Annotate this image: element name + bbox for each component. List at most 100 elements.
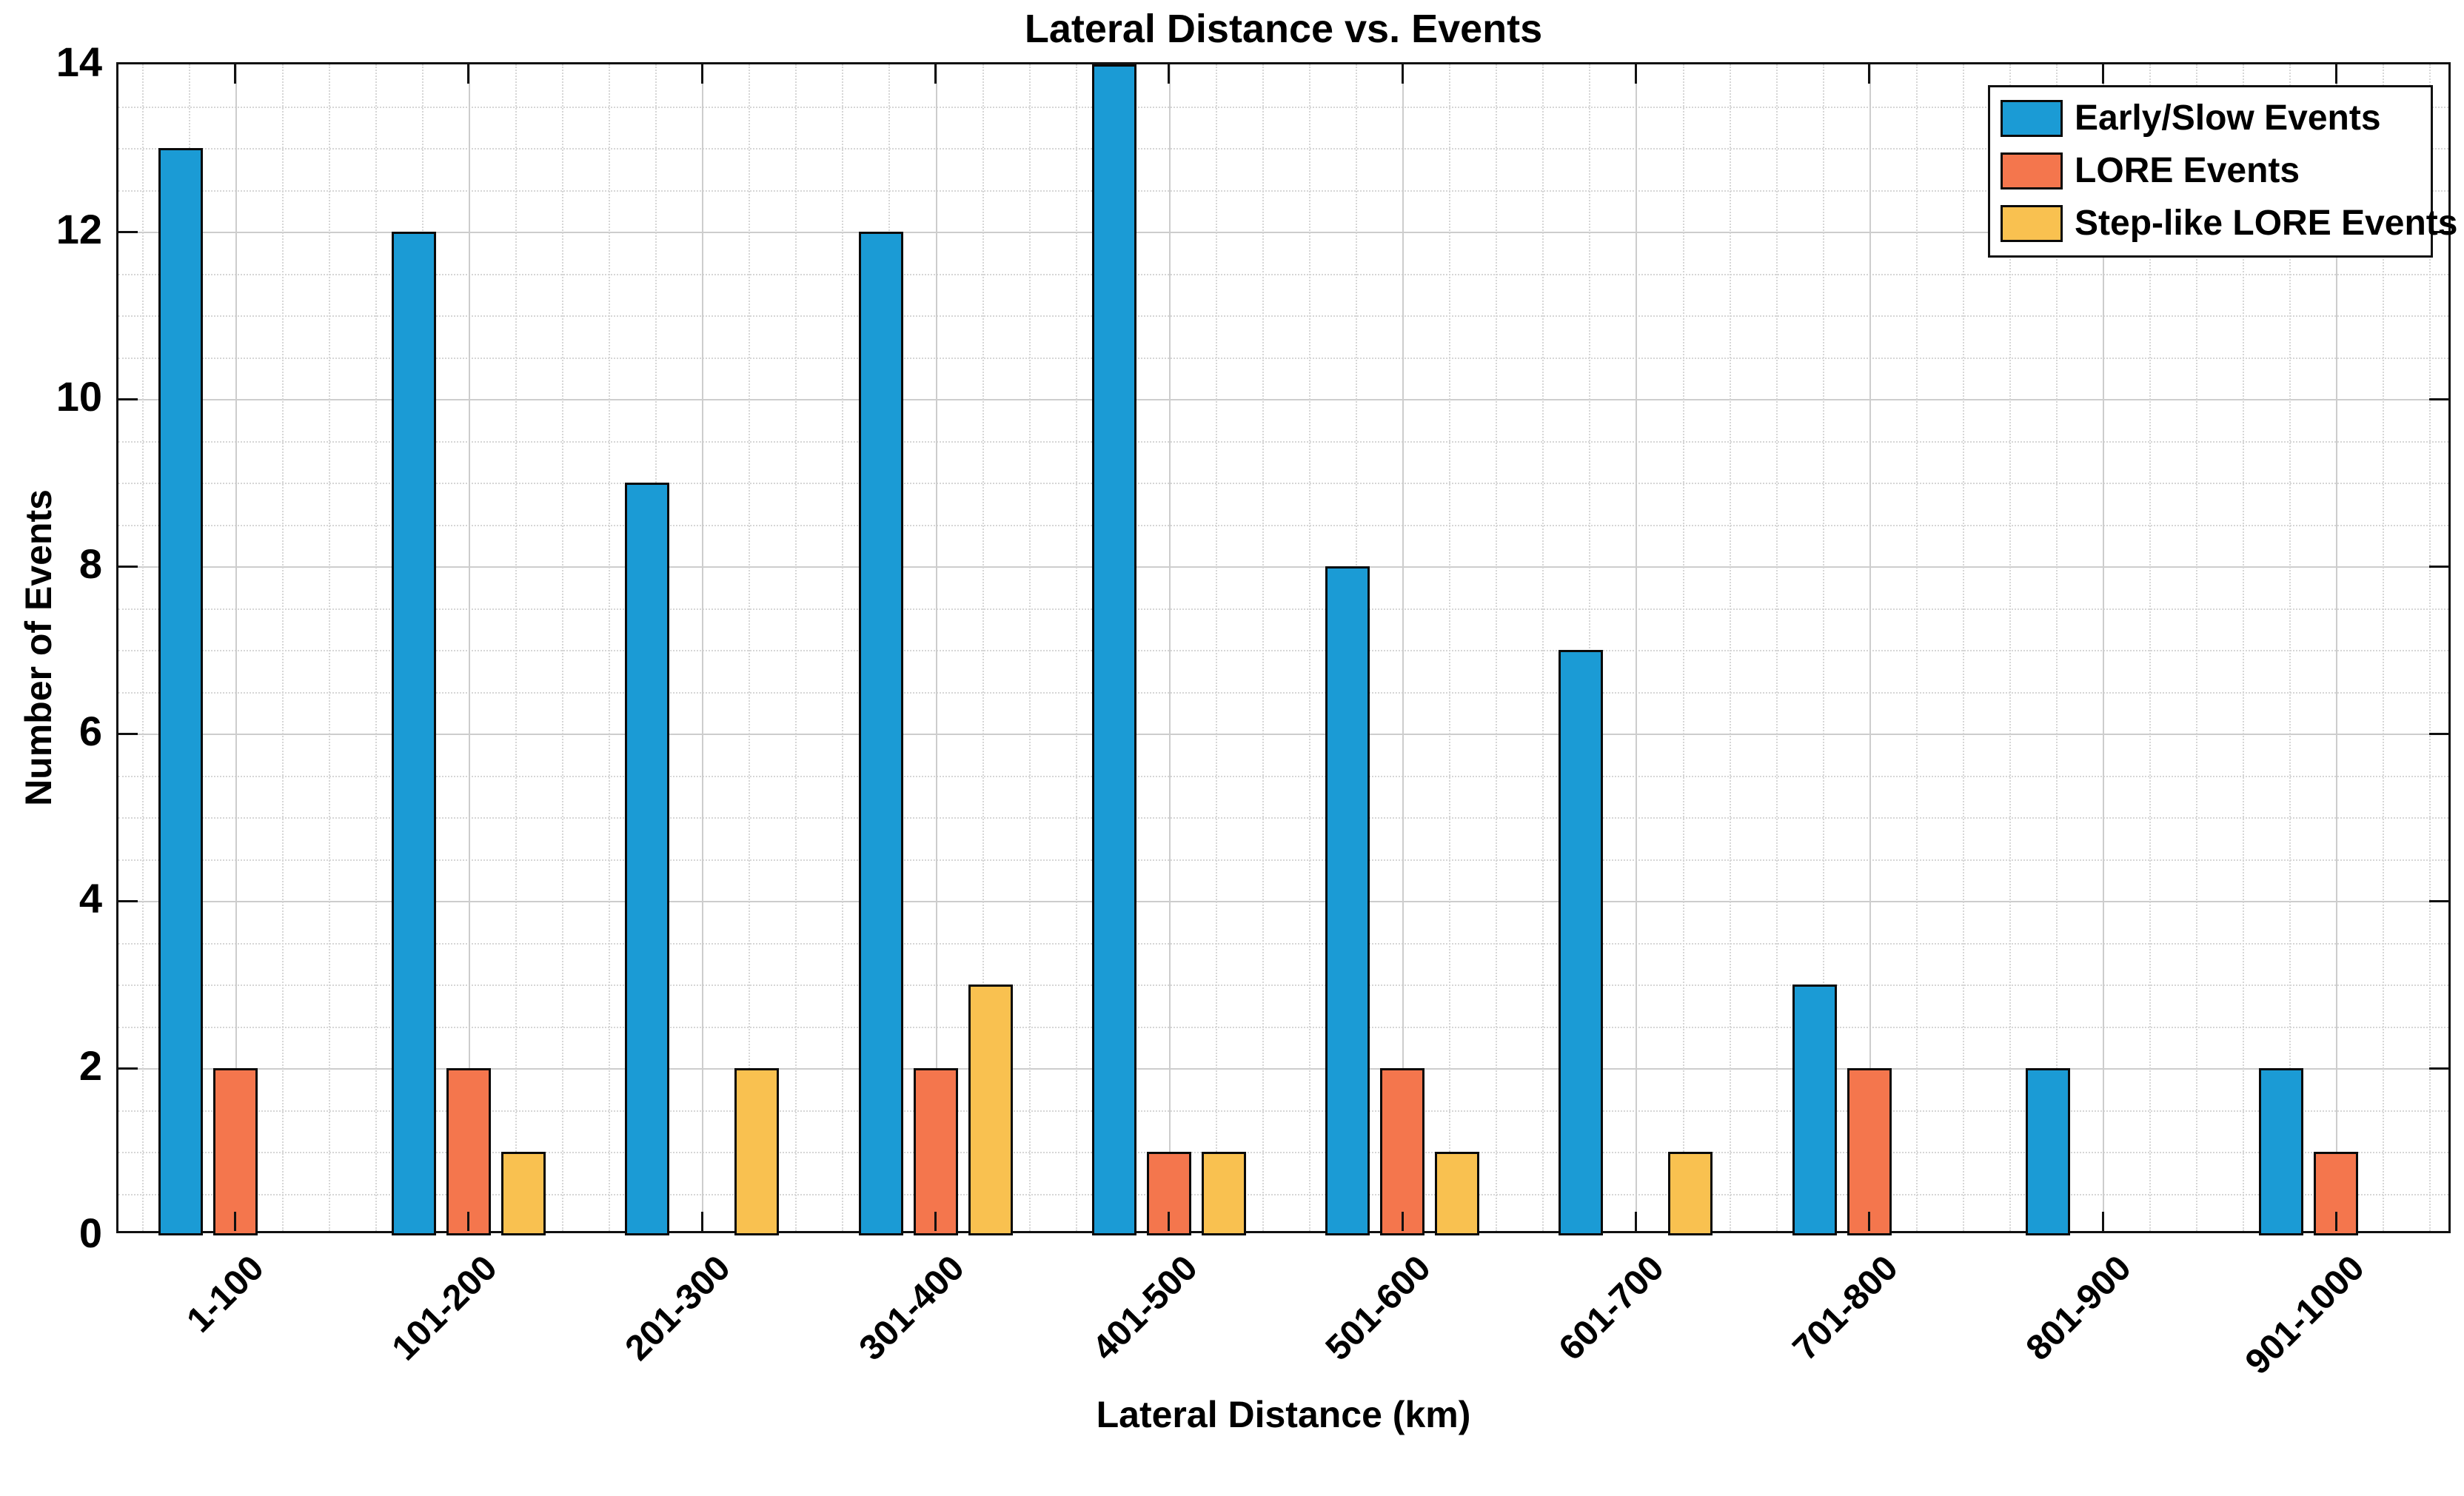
x-tick-label: 901-1000 [2238,1248,2373,1383]
x-tick-mark-bottom [1401,1212,1404,1231]
bar-early-slow-events-201-300 [625,483,670,1235]
gridline-x-minor [1682,64,1684,1231]
gridline-y-minor [118,524,2448,526]
y-tick-label: 10 [56,373,102,420]
x-tick-mark-bottom [2101,1212,2104,1231]
x-axis-label: Lateral Distance (km) [1096,1394,1471,1435]
gridline-x-minor [2149,64,2152,1231]
bar-step-like-lore-events-101-200 [500,1152,546,1235]
gridline-x-minor [749,64,751,1231]
legend-swatch [2001,152,2063,189]
gridline-y-minor [118,817,2448,819]
gridline-x-minor [2289,64,2291,1231]
legend-swatch [2001,99,2063,137]
y-tick-mark-left [118,230,138,233]
gridline-y-minor [118,1152,2448,1153]
bar-lore-events-301-400 [913,1068,958,1235]
gridline-x-major [468,64,470,1231]
gridline-x-major [235,64,237,1231]
gridline-x-minor [1915,64,1918,1231]
x-tick-mark-bottom [234,1212,237,1231]
bar-early-slow-events-401-500 [1091,64,1136,1235]
x-tick-mark-top [467,64,470,84]
y-tick-mark-right [2429,398,2448,400]
x-tick-mark-top [2101,64,2104,84]
bar-early-slow-events-901-1000 [2259,1068,2304,1235]
figure: Lateral Distance vs. Events Number of Ev… [18,7,2458,1435]
y-tick-mark-right [2429,565,2448,568]
gridline-y-minor [118,483,2448,484]
x-tick-mark-top [234,64,237,84]
gridline-y-minor [118,859,2448,861]
x-tick-mark-bottom [934,1212,937,1231]
x-tick-label: 1-100 [179,1248,272,1341]
legend-item: Early/Slow Events [2001,98,2419,138]
gridline-x-minor [515,64,517,1231]
bar-early-slow-events-501-600 [1325,566,1370,1235]
gridline-y-minor [118,650,2448,651]
y-tick-mark-right [2429,899,2448,902]
bar-step-like-lore-events-501-600 [1435,1152,1480,1235]
legend-item-label: Early/Slow Events [2075,98,2381,138]
gridline-y-minor [118,691,2448,694]
y-tick-label: 4 [78,875,102,922]
bar-early-slow-events-101-200 [391,232,436,1235]
bars-layer [118,64,2448,1235]
gridline-y-minor [118,273,2448,275]
bar-early-slow-events-301-400 [858,232,903,1235]
x-tick-mark-top [700,64,703,84]
gridline-y-minor [118,189,2448,192]
y-tick-mark-left [118,1067,138,1070]
gridline-x-minor [1775,64,1778,1231]
gridline-x-minor [1028,64,1031,1231]
bar-early-slow-events-801-900 [2026,1068,2071,1235]
y-tick-mark-right [2429,230,2448,233]
gridline-x-major [935,64,937,1231]
gridline-x-minor [1496,64,1498,1231]
y-tick-label: 12 [56,206,102,252]
gridline-y-minor [118,440,2448,443]
x-tick-label: 601-700 [1552,1248,1673,1369]
x-tick-mark-bottom [2334,1212,2337,1231]
x-tick-mark-top [934,64,937,84]
gridline-x-minor [1589,64,1591,1231]
x-tick-mark-top [1634,64,1637,84]
x-tick-mark-bottom [700,1212,703,1231]
x-tick-label: 301-400 [851,1248,972,1369]
y-tick-mark-right [2429,732,2448,735]
gridline-x-minor [2429,64,2431,1231]
y-tick-label: 14 [56,38,102,85]
grid-layer [118,64,2448,1231]
gridline-x-minor [141,64,144,1231]
gridline-y-minor [118,985,2448,986]
chart-title: Lateral Distance vs. Events [1024,7,1543,51]
gridline-x-minor [609,64,611,1231]
gridline-x-minor [281,64,284,1231]
y-tick-mark-left [118,899,138,902]
gridline-x-major [2103,64,2105,1231]
bar-lore-events-1-100 [212,1068,258,1235]
gridline-x-minor [562,64,564,1231]
x-tick-mark-bottom [467,1212,470,1231]
gridline-x-minor [1075,64,1077,1231]
gridline-y-minor [118,1193,2448,1195]
gridline-y-minor [118,942,2448,945]
y-axis-label: Number of Events [18,489,59,806]
gridline-x-minor [2009,64,2011,1231]
x-tick-mark-bottom [1868,1212,1871,1231]
gridline-y-major [118,566,2448,568]
legend-item-label: LORE Events [2075,151,2300,190]
x-tick-label: 201-300 [617,1248,739,1369]
gridline-y-minor [118,106,2448,108]
gridline-x-minor [1262,64,1264,1231]
gridline-y-minor [118,315,2448,317]
bar-early-slow-events-1-100 [158,148,203,1235]
x-tick-mark-bottom [1168,1212,1171,1231]
gridline-y-minor [118,357,2448,359]
y-tick-mark-left [118,565,138,568]
gridline-y-major [118,901,2448,902]
legend-item-label: Step-like LORE Events [2075,204,2458,243]
gridline-x-major [702,64,704,1231]
x-tick-mark-top [1401,64,1404,84]
gridline-x-minor [2055,64,2058,1231]
